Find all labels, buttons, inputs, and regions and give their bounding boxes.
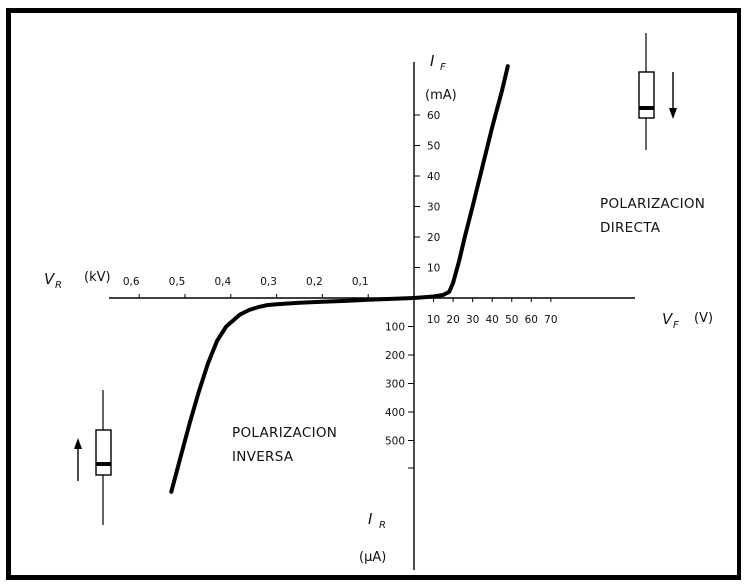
vf-ticks: 10 20 30 40 50 60 70: [427, 298, 558, 326]
vr-tick-label: 0,6: [123, 276, 140, 288]
vr-axis-unit: (kV): [84, 270, 111, 285]
figure-frame: [6, 8, 741, 580]
vr-ticks: 0,1 0,2 0,3 0,4 0,5 0,6: [123, 276, 369, 298]
reverse-curve: [169, 296, 416, 494]
vf-tick-label: 70: [544, 314, 557, 326]
reverse-region-line-1: POLARIZACION: [232, 425, 337, 441]
vf-axis-unit: (V): [694, 311, 713, 326]
reverse-region-label: POLARIZACION INVERSA: [232, 425, 337, 465]
down-arrow-icon: [669, 72, 677, 119]
vr-tick-label: 0,5: [169, 276, 186, 288]
vr-axis-sub: R: [55, 280, 62, 291]
if-ticks: 10 20 30 40 50 60: [414, 110, 440, 275]
vf-axis-sub: F: [673, 320, 679, 331]
reverse-diode-icon: [95, 390, 112, 525]
ir-ticks: 100 200 300 400 500: [385, 322, 414, 448]
forward-diode-icon: [638, 33, 655, 150]
if-axis-title: I F (mA): [425, 52, 457, 103]
ir-axis-sub: R: [379, 520, 386, 531]
vf-tick-label: 10: [427, 314, 440, 326]
ir-axis-title: I R (µA): [359, 510, 386, 565]
vr-tick-label: 0,1: [352, 276, 369, 288]
if-tick-label: 10: [427, 263, 440, 275]
vf-tick-label: 60: [525, 314, 538, 326]
ir-axis-unit: (µA): [359, 550, 386, 565]
forward-region-line-1: POLARIZACION: [600, 196, 705, 212]
forward-region-label: POLARIZACION DIRECTA: [600, 196, 705, 236]
ir-tick-label: 200: [385, 350, 405, 362]
if-tick-label: 30: [427, 202, 440, 214]
ir-tick-label: 400: [385, 407, 405, 419]
vf-axis-name: V: [662, 310, 674, 328]
ir-tick-label: 300: [385, 379, 405, 391]
vr-axis-title: V R (kV): [44, 270, 111, 291]
forward-curve: [412, 64, 510, 300]
vr-axis-name: V: [44, 270, 56, 288]
if-tick-label: 60: [427, 110, 440, 122]
forward-region-line-2: DIRECTA: [600, 220, 661, 236]
up-arrow-icon: [74, 438, 82, 481]
if-axis-name: I: [430, 52, 435, 70]
vr-tick-label: 0,4: [214, 276, 231, 288]
if-axis-sub: F: [440, 62, 446, 73]
ir-axis-name: I: [368, 510, 373, 528]
vr-tick-label: 0,2: [306, 276, 323, 288]
vf-axis-title: V F (V): [662, 310, 713, 331]
ir-tick-label: 100: [385, 322, 405, 334]
vr-tick-label: 0,3: [260, 276, 277, 288]
if-axis-unit: (mA): [425, 88, 457, 103]
if-tick-label: 20: [427, 232, 440, 244]
ir-tick-label: 500: [385, 436, 405, 448]
if-tick-label: 50: [427, 141, 440, 153]
vf-tick-label: 30: [466, 314, 479, 326]
vf-tick-label: 20: [446, 314, 459, 326]
vf-tick-label: 50: [505, 314, 518, 326]
vf-tick-label: 40: [486, 314, 499, 326]
if-tick-label: 40: [427, 171, 440, 183]
reverse-region-line-2: INVERSA: [232, 449, 294, 465]
